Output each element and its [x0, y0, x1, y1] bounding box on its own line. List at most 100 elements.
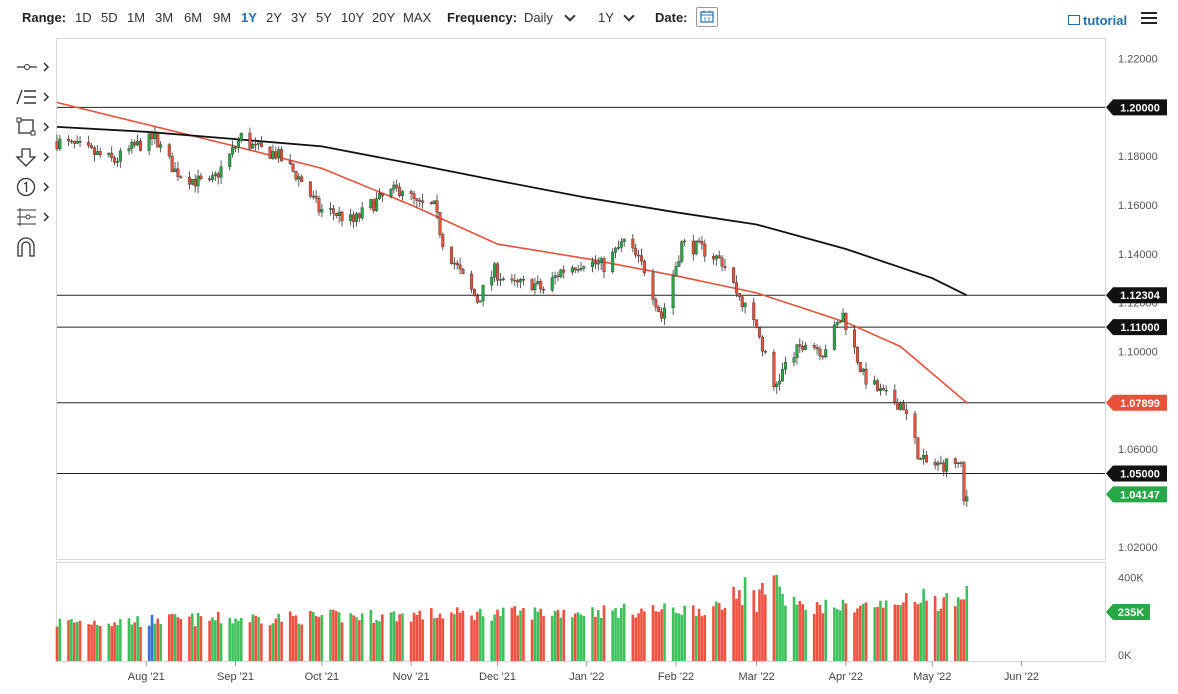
candle-body [734, 282, 738, 294]
volume-bar [78, 620, 82, 661]
candle-body [496, 263, 500, 281]
volume-bar [835, 609, 839, 661]
candle-body [536, 281, 540, 285]
volume-bar [740, 605, 744, 661]
volume-bar [761, 582, 764, 661]
range-option-6m[interactable]: 6M [184, 10, 203, 25]
candle-body [631, 238, 635, 249]
candle-body [858, 362, 862, 372]
volume-bar [818, 604, 822, 661]
volume-bar [300, 624, 304, 661]
volume-bar [640, 608, 643, 661]
frequency-select[interactable]: Daily [524, 10, 553, 25]
volume-bar [392, 611, 396, 661]
range-option-2y[interactable]: 2Y [266, 10, 282, 25]
candle-body [418, 200, 422, 202]
volume-bar [916, 604, 920, 661]
volume-bar [703, 615, 707, 661]
price-label-tag [1106, 99, 1167, 116]
candle-body [331, 208, 335, 214]
volume-bar [953, 606, 957, 661]
candle-body [616, 247, 620, 249]
candle-body [277, 149, 281, 159]
number-tool-icon[interactable] [14, 176, 50, 198]
candle-body [841, 312, 845, 322]
magnet-icon[interactable] [14, 236, 50, 258]
candle-body [798, 344, 802, 347]
volume-bar [481, 616, 485, 661]
candle-body [455, 262, 459, 266]
range-option-max[interactable]: MAX [403, 10, 432, 25]
candle-body [804, 345, 808, 350]
candle-body [308, 181, 312, 197]
volume-bar [691, 605, 695, 661]
candle-body [792, 357, 796, 363]
volume-bar [139, 626, 142, 661]
volume-bar [211, 617, 214, 661]
text-tool-icon[interactable] [14, 86, 50, 108]
volume-bar [798, 601, 802, 661]
candle-body [193, 179, 197, 187]
volume-bar [219, 623, 223, 661]
volume-bar [758, 589, 761, 661]
volume-bar [694, 615, 698, 661]
candle-body [280, 149, 284, 162]
volume-bar [107, 623, 111, 661]
candle-body [421, 200, 425, 203]
range-option-10y[interactable]: 10Y [341, 10, 365, 25]
line-tool-icon[interactable] [14, 56, 50, 78]
volume-bar [234, 618, 237, 661]
chevron-down-icon[interactable] [564, 10, 576, 22]
volume-bar [893, 604, 897, 661]
candle-body [294, 171, 298, 180]
candle-body [475, 295, 479, 303]
range-option-5y[interactable]: 5Y [316, 10, 332, 25]
candle-body [861, 368, 865, 372]
fib-tool-icon[interactable] [14, 206, 50, 228]
calendar-button[interactable] [696, 7, 718, 27]
candle-body [962, 462, 966, 502]
volume-bar [98, 626, 102, 661]
shape-tool-icon[interactable] [14, 116, 50, 138]
volume-bar [775, 574, 779, 661]
range-option-20y[interactable]: 20Y [372, 10, 396, 25]
x-tick-label: Jan '22 [569, 671, 604, 683]
candle-body [700, 240, 704, 245]
range-option-1y[interactable]: 1Y [241, 10, 257, 25]
candle-body [297, 176, 301, 180]
price-label-text: 1.11000 [1120, 322, 1159, 334]
volume-bar [513, 606, 517, 661]
candle-body [530, 279, 534, 291]
volume-bar [663, 603, 666, 661]
y-tick-label: 1.12000 [1118, 298, 1158, 310]
volume-bar [591, 607, 594, 661]
chevron-down-icon[interactable] [623, 10, 635, 22]
volume-bar [853, 612, 856, 661]
volume-bar [936, 610, 940, 661]
range-option-1d[interactable]: 1D [75, 10, 92, 25]
range-option-1m[interactable]: 1M [127, 10, 146, 25]
candle-body [533, 283, 537, 291]
range-option-5d[interactable]: 5D [101, 10, 118, 25]
range-option-3m[interactable]: 3M [155, 10, 174, 25]
range-option-3y[interactable]: 3Y [291, 10, 307, 25]
volume-bar [631, 614, 635, 661]
volume-bar [499, 615, 502, 661]
y-axis: 1.22000 1.20000 1.18000 1.16000 1.14000 1.120… [1118, 54, 1158, 554]
volume-bar [700, 616, 704, 661]
volume-bar [153, 623, 157, 661]
menu-icon[interactable] [1141, 12, 1157, 24]
volume-bar [248, 622, 252, 661]
price-label-tag [1106, 486, 1167, 503]
candle-body [956, 462, 960, 464]
range-option-9m[interactable]: 9M [213, 10, 232, 25]
y-tick-label: 1.20000 [1118, 102, 1158, 114]
volume-bar [795, 604, 799, 661]
tutorial-link[interactable]: tutorial [1083, 13, 1128, 28]
period-select[interactable]: 1Y [598, 10, 614, 25]
volume-bar [196, 612, 200, 661]
candle-body [320, 209, 324, 213]
volume-bar [576, 612, 580, 661]
candle-body [432, 200, 436, 205]
arrow-tool-icon[interactable] [14, 146, 50, 168]
